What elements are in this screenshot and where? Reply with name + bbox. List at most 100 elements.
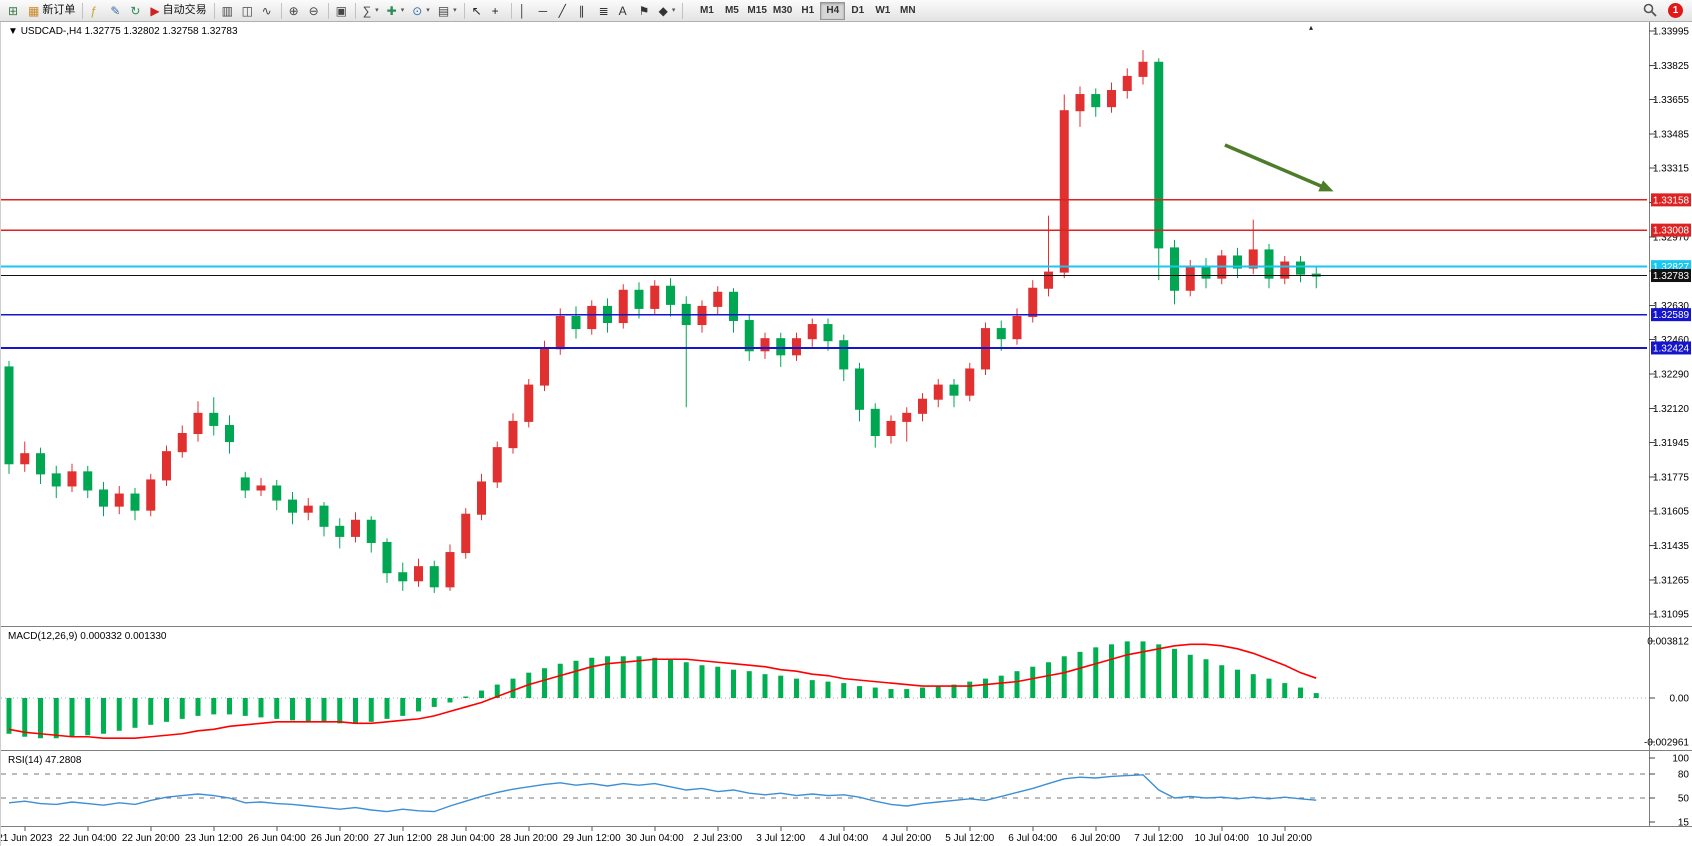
chart-title[interactable]: ▼ USDCAD-,H4 1.32775 1.32802 1.32758 1.3…: [8, 26, 238, 37]
candle-body: [20, 453, 30, 465]
macd-bar: [589, 657, 595, 698]
candle-body: [508, 420, 518, 449]
search-button[interactable]: [1639, 1, 1661, 21]
candlestick-chart-button[interactable]: ◫: [238, 1, 258, 21]
templates-button[interactable]: ▤ ▾: [434, 1, 461, 21]
expert-advisors-button[interactable]: ƒ: [86, 1, 106, 21]
price-badge: [1651, 193, 1691, 207]
timeframe-d1-button[interactable]: D1: [845, 2, 870, 20]
candlesticks: [4, 50, 1321, 593]
svg-text:1.32783: 1.32783: [1653, 271, 1690, 282]
zoom-in-button[interactable]: ⊕: [285, 1, 305, 21]
fibonacci-button[interactable]: ≣: [595, 1, 615, 21]
trendline-button[interactable]: ╱: [555, 1, 575, 21]
expert-advisors-icon: ƒ: [90, 3, 98, 18]
refresh-button[interactable]: ↻: [126, 1, 146, 21]
price-badges: 1.33158 1.33008 1.32827 1.32589 1.32424 1.327…: [1651, 193, 1691, 355]
chart-window[interactable]: 1.33995 1.33825 1.33655 1.33485 1.33315 1.331…: [0, 22, 1692, 846]
macd-bar: [904, 689, 910, 698]
macd-bar: [967, 681, 973, 698]
candle-body: [839, 340, 849, 370]
macd-bar: [1203, 659, 1209, 698]
candle-body: [67, 471, 77, 487]
svg-text:28 Jun 20:00: 28 Jun 20:00: [500, 833, 558, 844]
add-indicator-button[interactable]: ✚ ▾: [383, 1, 409, 21]
candle-body: [492, 447, 502, 483]
macd-bar: [699, 665, 705, 698]
timeframe-m5-button[interactable]: M5: [719, 2, 744, 20]
timeframe-h1-button[interactable]: H1: [795, 2, 820, 20]
periods-button[interactable]: ⊙ ▾: [408, 1, 434, 21]
metaeditor-button[interactable]: ✎: [106, 1, 126, 21]
svg-text:1.32827: 1.32827: [1653, 262, 1690, 273]
macd-bar: [227, 698, 232, 715]
toolbar-separator: [682, 2, 684, 19]
new-chart-button[interactable]: ⊞: [4, 1, 24, 21]
timeframe-w1-button[interactable]: W1: [870, 2, 895, 20]
chart-shift-marker[interactable]: ▴: [1309, 23, 1314, 32]
macd-bar: [983, 678, 988, 698]
candle-body: [524, 384, 534, 422]
dropdown-arrow-icon[interactable]: ▾: [400, 7, 405, 14]
cursor-button[interactable]: ↖: [468, 1, 488, 21]
dropdown-arrow-icon[interactable]: ▾: [426, 7, 430, 14]
symbol-dropdown-icon[interactable]: ▼: [8, 26, 18, 37]
macd-bar: [242, 698, 248, 716]
bar-chart-button[interactable]: ▥: [218, 1, 238, 21]
macd-bar: [825, 681, 831, 698]
svg-text:1.33995: 1.33995: [1653, 27, 1690, 38]
crosshair-button[interactable]: +: [488, 1, 508, 21]
price-badge: [1651, 269, 1691, 283]
svg-text:27 Jun 12:00: 27 Jun 12:00: [374, 833, 432, 844]
dropdown-arrow-icon[interactable]: ▾: [453, 7, 457, 14]
dropdown-arrow-icon[interactable]: ▾: [375, 7, 379, 14]
candle-body: [99, 489, 108, 507]
timeframe-m30-button[interactable]: M30: [770, 2, 795, 20]
macd-bar: [69, 698, 75, 737]
macd-bar: [1030, 666, 1036, 698]
candle-body: [870, 408, 880, 437]
toolbar-separator: [82, 2, 84, 19]
macd-bar: [353, 698, 358, 724]
autotrading-button[interactable]: ▶ 自动交易: [146, 1, 210, 21]
horizontal-line-icon: ─: [538, 3, 548, 18]
text-button[interactable]: A: [615, 1, 635, 21]
horizontal-line-button[interactable]: ─: [535, 1, 555, 21]
candle-body: [461, 513, 471, 554]
candle-body: [776, 338, 786, 356]
macd-bar: [463, 696, 469, 698]
macd-bar: [337, 698, 343, 724]
vertical-line-button[interactable]: │: [515, 1, 535, 21]
indicators-button[interactable]: ∑ ▾: [359, 1, 383, 21]
annotation-arrow[interactable]: [1224, 143, 1334, 192]
macd-bar: [400, 698, 406, 716]
candle-body: [414, 566, 423, 582]
shapes-button[interactable]: ◆ ▾: [655, 1, 680, 21]
timeframe-m15-button[interactable]: M15: [744, 2, 769, 20]
macd-label: MACD(12,26,9) 0.000332 0.001330: [8, 631, 167, 642]
tile-windows-button[interactable]: ▣: [332, 1, 352, 21]
zoom-out-button[interactable]: ⊖: [305, 1, 325, 21]
chart-canvas[interactable]: 1.33995 1.33825 1.33655 1.33485 1.33315 1.331…: [1, 22, 1692, 846]
channel-button[interactable]: ∥: [575, 1, 595, 21]
svg-text:1.32630: 1.32630: [1653, 301, 1690, 312]
line-chart-button[interactable]: ∿: [258, 1, 278, 21]
notification-badge[interactable]: 1: [1668, 3, 1683, 18]
label-button[interactable]: ⚑: [635, 1, 655, 21]
macd-bar: [951, 684, 957, 698]
svg-text:2 Jul 23:00: 2 Jul 23:00: [693, 833, 742, 844]
candle-body: [319, 505, 329, 527]
svg-text:4 Jul 04:00: 4 Jul 04:00: [819, 833, 868, 844]
timeframe-h4-button[interactable]: H4: [820, 1, 846, 20]
svg-text:6 Jul 20:00: 6 Jul 20:00: [1071, 833, 1120, 844]
candle-body: [902, 412, 912, 422]
timeframe-mn-button[interactable]: MN: [895, 2, 920, 20]
new-order-button[interactable]: ▦ 新订单: [24, 1, 79, 21]
autotrading-icon: ▶: [150, 3, 160, 18]
candle-body: [1091, 94, 1101, 108]
dropdown-arrow-icon[interactable]: ▾: [671, 7, 676, 14]
candle-body: [650, 285, 660, 309]
timeframe-m1-button[interactable]: M1: [694, 2, 719, 20]
svg-text:22 Jun 04:00: 22 Jun 04:00: [59, 833, 117, 844]
macd-bar: [1077, 651, 1083, 698]
